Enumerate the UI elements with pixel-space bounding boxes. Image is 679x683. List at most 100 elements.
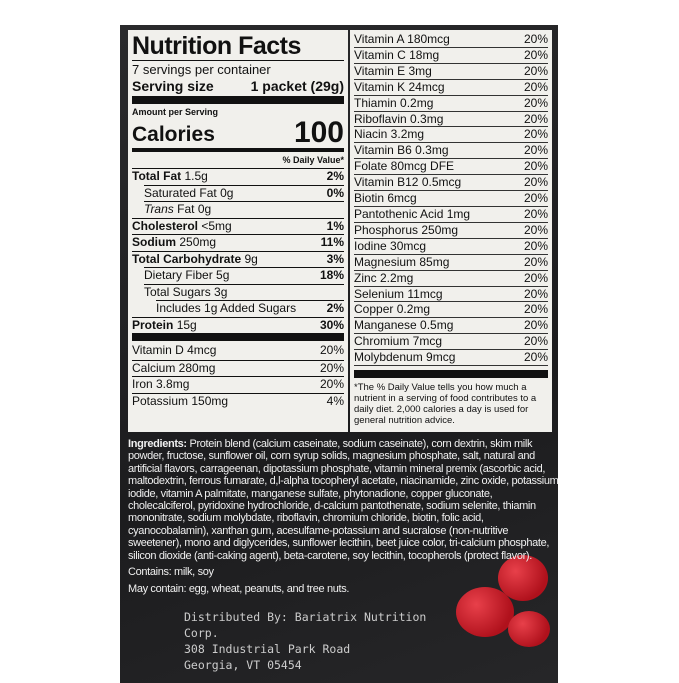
nutrient-label: Dietary Fiber 5g [144,268,229,284]
nutrient-dv: 11% [320,235,344,249]
vitamin-name: Molybdenum 9mcg [354,350,456,365]
distributor-line: Georgia, VT 05454 [184,657,302,672]
nutrient-row: Total Carbohydrate 9g 3% [132,250,344,268]
divider [354,370,548,379]
vitamin-dv: 20% [523,143,548,158]
vitamin-row: Vitamin D 4mcg 20% [132,343,344,360]
nutrient-rows: Total Fat 1.5g 2% Saturated Fat 0g 0% Trans … [128,168,348,333]
vitamin-row: Magnesium 85mg 20% [354,255,548,271]
nutrient-name: Trans [144,202,174,216]
vitamin-rows-left: Vitamin D 4mcg 20% Calcium 280mg 20% Iron 3.… [128,343,348,409]
vitamin-name: Copper 0.2mg [354,302,431,317]
nutrient-label: Cholesterol <5mg [132,219,232,235]
vitamin-row: Iodine 30mcg 20% [354,239,548,255]
vitamin-name: Zinc 2.2mg [354,270,414,285]
nutrient-amount: <5mg [201,218,232,233]
ingredients-section: Ingredients: Protein blend (calcium case… [128,438,560,595]
dv-footnote: *The % Daily Value tells you how much a … [354,382,537,427]
vitamin-row: Vitamin A 180mcg 20% [354,32,548,48]
vitamin-dv: 20% [523,32,548,46]
vitamin-dv: 20% [523,254,548,269]
vitamin-dv: 20% [523,175,548,190]
vitamin-name: Manganese 0.5mg [354,318,454,333]
nutrient-row: Protein 15g 30% [132,316,344,334]
vitamin-row: Vitamin E 3mg 20% [354,64,548,80]
nutrient-dv: 2% [326,301,344,315]
nutrient-row: Includes 1g Added Sugars 2% [156,300,344,317]
nutrient-dv: 18% [319,268,344,282]
nutrient-name: Cholesterol [132,218,199,233]
vitamin-name: Biotin 6mcg [354,191,417,206]
nutrient-name: Total Carbohydrate [132,251,242,266]
vitamin-rows-right: Vitamin A 180mcg 20% Vitamin C 18mg 20% Vita… [350,30,552,367]
vitamins-panel: Vitamin A 180mcg 20% Vitamin C 18mg 20% Vita… [350,30,552,433]
nutrient-label: Trans Fat 0g [144,202,211,218]
vitamin-name: Vitamin B6 0.3mg [354,143,449,158]
vitamin-dv: 20% [523,238,548,253]
vitamin-dv: 20% [523,286,548,301]
nutrition-facts-panel: Nutrition Facts 7 servings per container… [128,30,348,433]
vitamin-row: Niacin 3.2mg 20% [354,127,548,144]
ingredients-label: Ingredients: [128,438,187,451]
serving-size-label: Serving size [132,78,214,94]
nutrient-name: Includes 1g Added Sugars [156,301,297,315]
allergen-may-contain: May contain: egg, wheat, peanuts, and tr… [128,582,350,595]
divider [132,333,344,341]
vitamin-row: Vitamin C 18mg 20% [354,48,548,64]
vitamin-row: Folate 80mcg DFE 20% [354,159,548,176]
vitamin-name: Iron 3.8mg [132,377,190,391]
nutrient-amount: Fat 0g [177,202,212,216]
calories-value: 100 [293,116,344,149]
vitamin-dv: 20% [319,343,344,357]
strawberry-image [508,611,550,647]
vitamin-dv: 20% [523,47,548,62]
vitamin-dv: 20% [523,302,548,317]
nutrient-dv: 2% [326,169,344,183]
vitamin-dv: 4% [326,393,344,408]
vitamin-name: Thiamin 0.2mg [354,95,434,110]
dv-header: % Daily Value* [282,155,344,165]
vitamin-row: Biotin 6mcg 20% [354,191,548,207]
vitamin-dv: 20% [523,63,548,78]
nutrient-name: Protein [132,317,174,332]
vitamin-name: Potassium 150mg [132,393,229,408]
vitamin-dv: 20% [523,79,548,94]
nutrient-row: Trans Fat 0g [144,201,344,218]
vitamin-row: Phosphorus 250mg 20% [354,223,548,239]
vitamin-row: Chromium 7mcg 20% [354,334,548,351]
vitamin-name: Magnesium 85mg [354,254,450,269]
vitamin-name: Niacin 3.2mg [354,127,425,142]
vitamin-name: Riboflavin 0.3mg [354,111,444,126]
nutrient-row: Total Sugars 3g [144,283,344,301]
vitamin-row: Iron 3.8mg 20% [132,376,344,393]
vitamin-row: Selenium 11mcg 20% [354,287,548,303]
nutrition-title: Nutrition Facts [132,32,344,61]
nutrient-dv: 0% [326,185,344,200]
vitamin-row: Vitamin B12 0.5mcg 20% [354,175,548,192]
nutrient-amount: 3g [214,284,228,299]
nutrient-label: Sodium 250mg [132,235,216,251]
divider [132,148,344,152]
vitamin-name: Vitamin B12 0.5mcg [354,175,462,190]
strawberry-image [498,555,548,601]
nutrient-name: Total Sugars [144,284,211,299]
vitamin-row: Potassium 150mg 4% [132,392,344,410]
nutrient-amount: 9g [244,251,258,266]
vitamin-dv: 20% [319,377,344,391]
vitamin-dv: 20% [523,191,548,206]
vitamin-row: Vitamin K 24mcg 20% [354,80,548,96]
amount-per-serving: Amount per Serving [132,107,219,117]
vitamin-row: Riboflavin 0.3mg 20% [354,112,548,128]
nutrient-dv: 1% [326,218,344,233]
servings-per-container: 7 servings per container [132,62,271,77]
vitamin-dv: 20% [523,318,548,333]
serving-size: Serving size 1 packet (29g) [132,78,344,94]
nutrient-amount: 250mg [179,235,217,249]
vitamin-row: Calcium 280mg 20% [132,359,344,377]
nutrient-row: Cholesterol <5mg 1% [132,217,344,235]
serving-size-value: 1 packet (29g) [250,78,344,94]
vitamin-dv: 20% [523,127,548,142]
vitamin-name: Iodine 30mcg [354,238,427,253]
nutrient-label: Total Carbohydrate 9g [132,252,258,268]
vitamin-row: Molybdenum 9mcg 20% [354,350,548,367]
